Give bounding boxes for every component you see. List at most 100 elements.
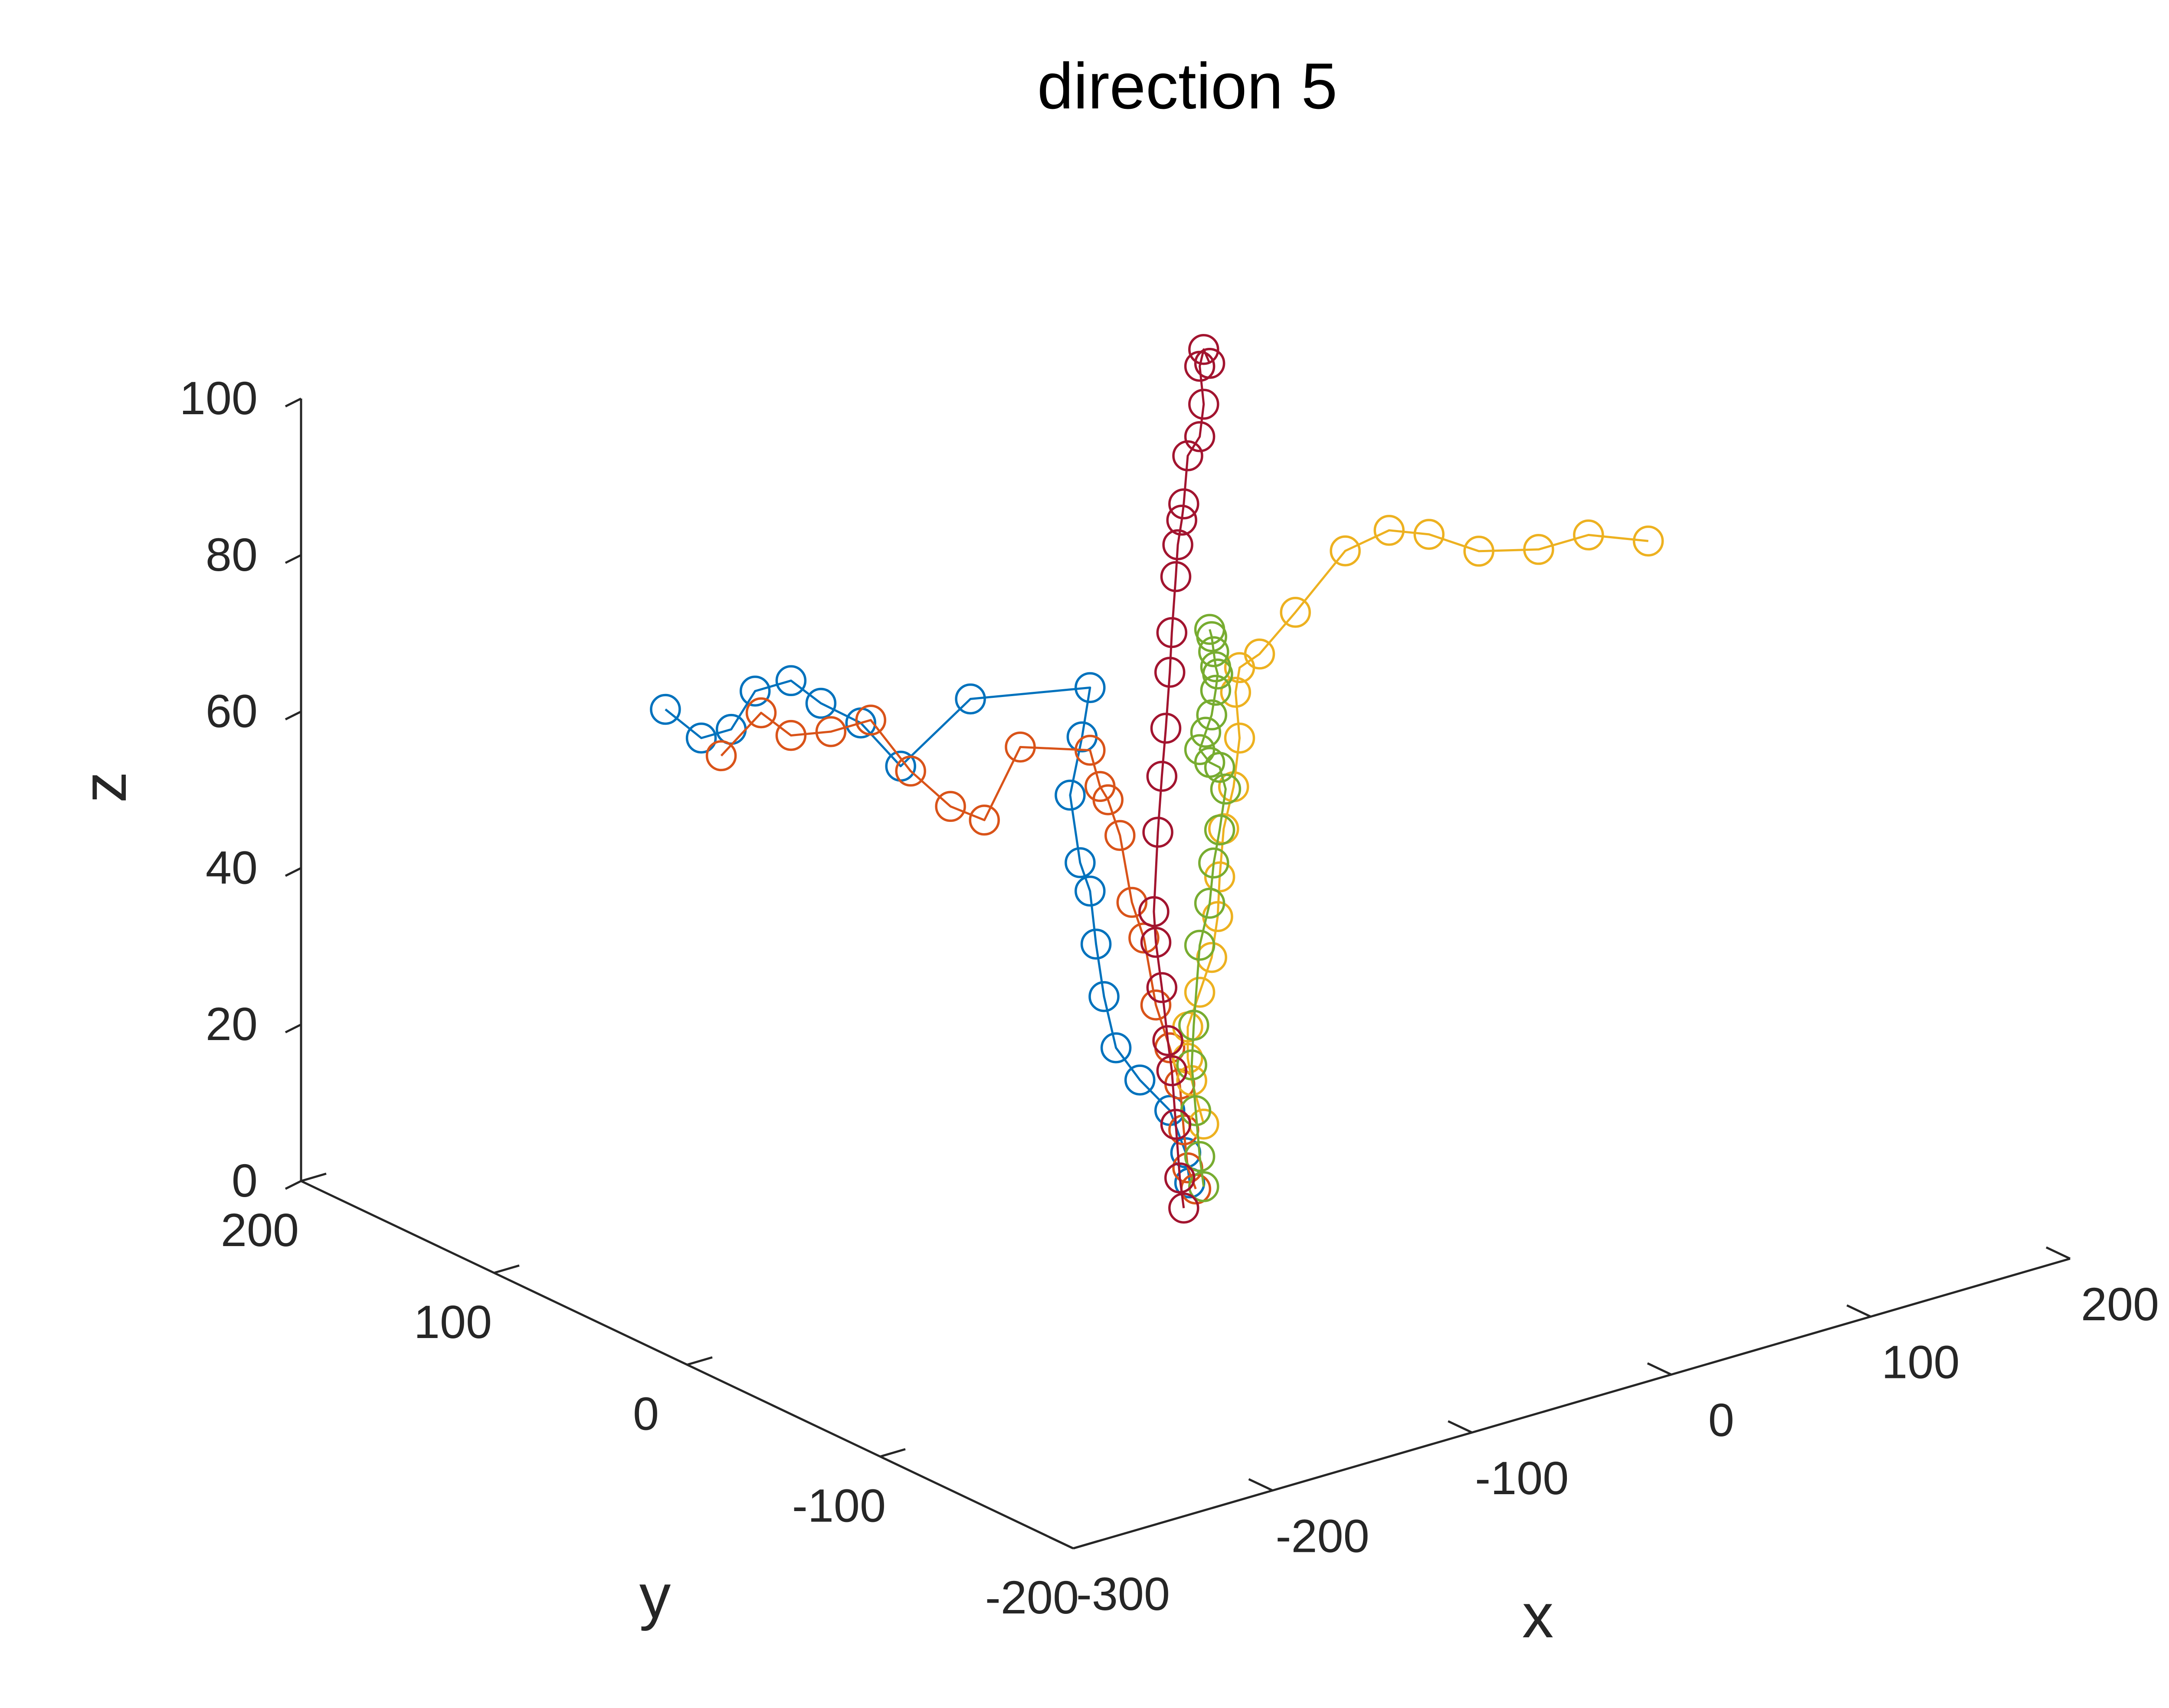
data-point-marker (1523, 534, 1554, 565)
y-tick-label: 0 (633, 1387, 659, 1440)
data-point-marker (1184, 421, 1216, 452)
data-point-marker (745, 697, 777, 729)
y-tick-label: 200 (221, 1204, 299, 1256)
data-point-marker (1194, 887, 1225, 919)
data-point-marker (1146, 761, 1178, 792)
data-point-marker (1152, 1025, 1183, 1056)
data-point-marker (1160, 561, 1192, 592)
data-point-marker (1198, 847, 1229, 879)
data-point-marker (1184, 734, 1216, 766)
data-point-marker (1188, 1171, 1219, 1202)
data-point-marker (1330, 535, 1361, 566)
series-layer (650, 334, 1664, 1224)
series-line (1153, 348, 1211, 1208)
data-point-marker (855, 704, 887, 736)
data-point-marker (969, 805, 1000, 836)
data-point-marker (1168, 1192, 1199, 1224)
data-point-marker (1188, 389, 1219, 420)
z-tick-label: 80 (206, 528, 258, 581)
data-point-marker (1080, 928, 1112, 960)
data-point-marker (1190, 717, 1222, 748)
x-tick-label: 0 (1708, 1394, 1734, 1446)
x-tick-mark (1846, 1304, 1871, 1318)
data-point-marker (1178, 1010, 1209, 1041)
y-tick-label: -200 (985, 1571, 1079, 1623)
y-tick-label: -100 (792, 1479, 886, 1531)
data-point-marker (1160, 1109, 1192, 1140)
z-tick-label: 20 (206, 998, 258, 1050)
data-point-marker (1196, 699, 1227, 731)
y-tick-mark (301, 1172, 327, 1182)
x-tick-mark (1248, 1478, 1273, 1492)
data-point-marker (895, 756, 926, 787)
data-point-marker (935, 791, 966, 822)
data-point-marker (1142, 817, 1173, 848)
x-tick-label: 200 (2081, 1278, 2159, 1330)
data-point-marker (1280, 596, 1311, 628)
data-point-marker (650, 694, 681, 725)
data-point-marker (775, 665, 807, 697)
z-tick-label: 60 (206, 685, 258, 737)
x-tick-label: -200 (1276, 1509, 1370, 1562)
data-point-marker (805, 687, 837, 719)
data-point-marker (1154, 657, 1186, 688)
y-tick-mark (494, 1264, 520, 1274)
series-4 (1176, 614, 1242, 1202)
data-point-marker (815, 716, 847, 747)
data-point-marker (1150, 713, 1182, 744)
series-2 (705, 697, 1212, 1205)
data-point-marker (955, 683, 986, 715)
y-tick-mark (880, 1448, 906, 1458)
data-point-marker (1194, 614, 1225, 645)
data-point-marker (1156, 1055, 1188, 1086)
data-point-marker (1200, 651, 1232, 683)
data-point-marker (1100, 1032, 1132, 1063)
z-tick-mark (285, 867, 302, 877)
chart-title: direction 5 (1037, 49, 1337, 122)
data-point-marker (1124, 1064, 1156, 1096)
data-point-marker (1162, 529, 1193, 560)
data-point-marker (1075, 875, 1106, 907)
x-tick-mark (1647, 1362, 1672, 1376)
y-axis-label: y (639, 1561, 671, 1631)
z-tick-mark (285, 554, 302, 564)
data-point-marker (1204, 861, 1235, 893)
data-point-marker (1138, 896, 1170, 927)
data-point-marker (1146, 972, 1178, 1003)
data-point-marker (1210, 773, 1242, 805)
data-point-marker (1196, 942, 1227, 973)
data-point-marker (1172, 1043, 1203, 1074)
data-point-marker (1088, 981, 1120, 1012)
data-point-marker (1224, 722, 1255, 754)
data-point-marker (1075, 734, 1106, 766)
series-line (720, 712, 1197, 1190)
x-tick-label: -300 (1076, 1567, 1170, 1620)
data-point-marker (1176, 1049, 1207, 1081)
z-tick-mark (285, 1023, 302, 1034)
z-axis-label: z (69, 772, 139, 803)
data-point-marker (1116, 887, 1148, 918)
y-tick-label: 100 (414, 1296, 492, 1348)
data-point-marker (1128, 922, 1160, 954)
data-point-marker (1188, 334, 1219, 365)
data-point-marker (685, 722, 717, 754)
y-tick-mark (1073, 1540, 1099, 1550)
z-tick-mark (285, 397, 302, 408)
x-tick-mark (1048, 1536, 1074, 1550)
x-tick-mark (2045, 1246, 2071, 1260)
data-point-marker (1075, 672, 1106, 703)
z-tick-mark (285, 710, 302, 720)
series-line (665, 679, 1191, 1183)
data-point-marker (1055, 779, 1086, 811)
x-axis-label: x (1522, 1580, 1554, 1651)
data-point-marker (1156, 617, 1188, 648)
data-point-marker (705, 740, 737, 772)
data-point-marker (1065, 847, 1096, 878)
x-axis-line (1073, 1257, 2071, 1550)
x-tick-mark (1448, 1420, 1473, 1434)
data-point-marker (1166, 504, 1197, 536)
data-point-marker (1104, 820, 1136, 851)
z-tick-label: 0 (232, 1154, 258, 1207)
data-point-marker (1632, 525, 1664, 557)
